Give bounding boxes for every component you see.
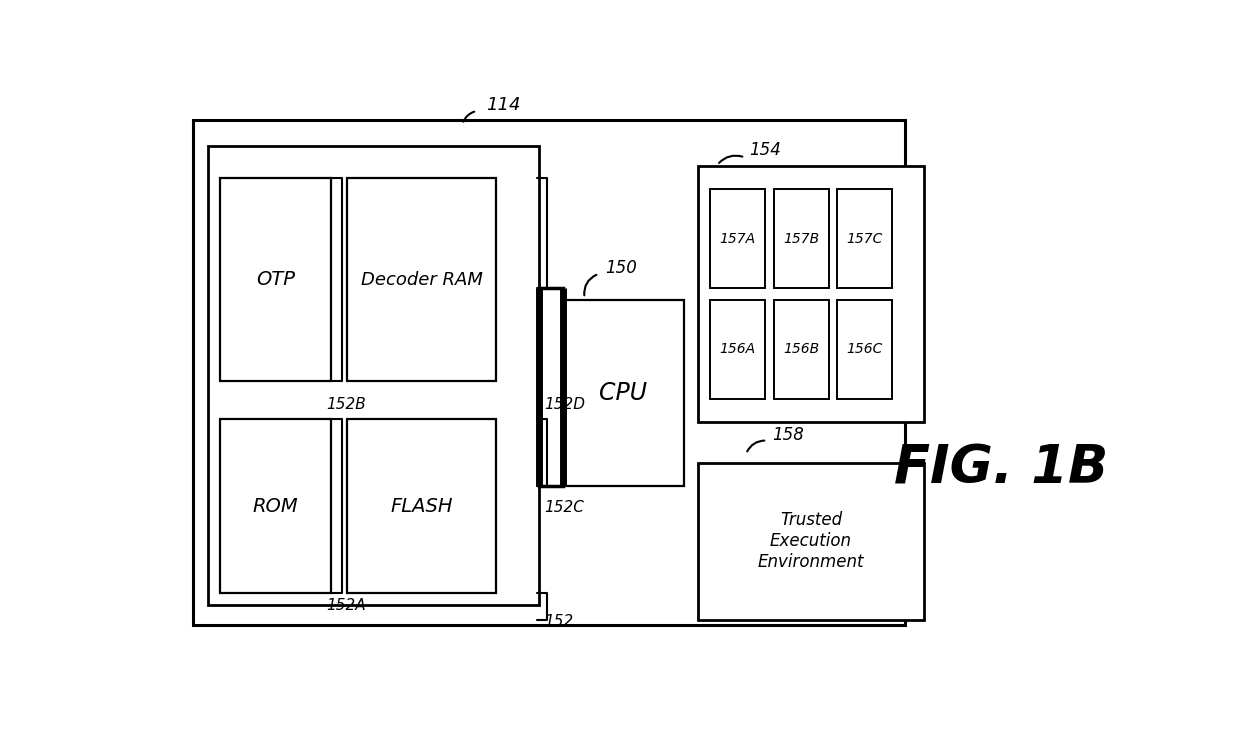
Bar [221, 178, 331, 381]
Bar [563, 300, 683, 486]
Text: 152B: 152B [326, 397, 366, 412]
Bar [221, 419, 331, 593]
Text: Decoder RAM: Decoder RAM [361, 270, 482, 288]
Text: OTP: OTP [257, 270, 295, 289]
Bar [774, 190, 828, 288]
Text: 158: 158 [773, 426, 804, 444]
Text: 150: 150 [605, 259, 636, 277]
Text: ROM: ROM [253, 497, 299, 516]
Bar [347, 178, 496, 381]
Text: 156C: 156C [847, 342, 883, 356]
Text: 157B: 157B [784, 232, 820, 246]
Text: 152: 152 [544, 614, 573, 629]
Bar [698, 166, 924, 422]
Text: 152D: 152D [544, 397, 585, 412]
Text: 152C: 152C [544, 501, 584, 516]
Text: Trusted
Execution
Environment: Trusted Execution Environment [758, 511, 864, 571]
Bar [837, 190, 892, 288]
Text: 157C: 157C [847, 232, 883, 246]
Text: FIG. 1B: FIG. 1B [894, 442, 1107, 495]
Bar [208, 146, 539, 605]
Bar [774, 300, 828, 399]
Bar [193, 119, 904, 625]
Text: 154: 154 [749, 141, 781, 159]
Bar [837, 300, 892, 399]
Text: FLASH: FLASH [391, 497, 453, 516]
Text: 156A: 156A [719, 342, 756, 356]
Text: CPU: CPU [599, 381, 647, 405]
Bar [711, 300, 765, 399]
Text: 157A: 157A [719, 232, 756, 246]
Bar [698, 463, 924, 620]
Text: 152A: 152A [326, 597, 366, 612]
Text: 114: 114 [486, 96, 521, 114]
Bar [711, 190, 765, 288]
Text: 156B: 156B [784, 342, 820, 356]
Bar [347, 419, 496, 593]
